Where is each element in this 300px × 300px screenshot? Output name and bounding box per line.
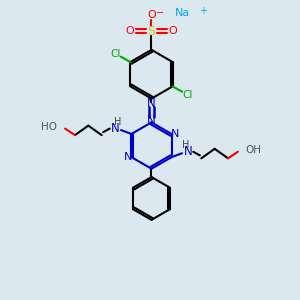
Text: O: O xyxy=(147,10,156,20)
Text: N: N xyxy=(184,145,192,158)
Text: O: O xyxy=(126,26,134,36)
Text: O: O xyxy=(169,26,177,36)
Text: Cl: Cl xyxy=(110,49,121,59)
Text: H: H xyxy=(182,140,189,150)
Text: N: N xyxy=(147,114,156,127)
Text: OH: OH xyxy=(246,145,262,155)
Text: Cl: Cl xyxy=(182,90,193,100)
Text: S: S xyxy=(148,25,155,38)
Text: HO: HO xyxy=(41,122,57,132)
Text: −: − xyxy=(156,8,164,18)
Text: +: + xyxy=(199,6,207,16)
Text: N: N xyxy=(171,129,179,139)
Text: N: N xyxy=(124,152,132,162)
Text: N: N xyxy=(111,122,119,135)
Text: Na: Na xyxy=(175,8,190,18)
Text: N: N xyxy=(147,98,156,110)
Text: H: H xyxy=(114,117,121,127)
